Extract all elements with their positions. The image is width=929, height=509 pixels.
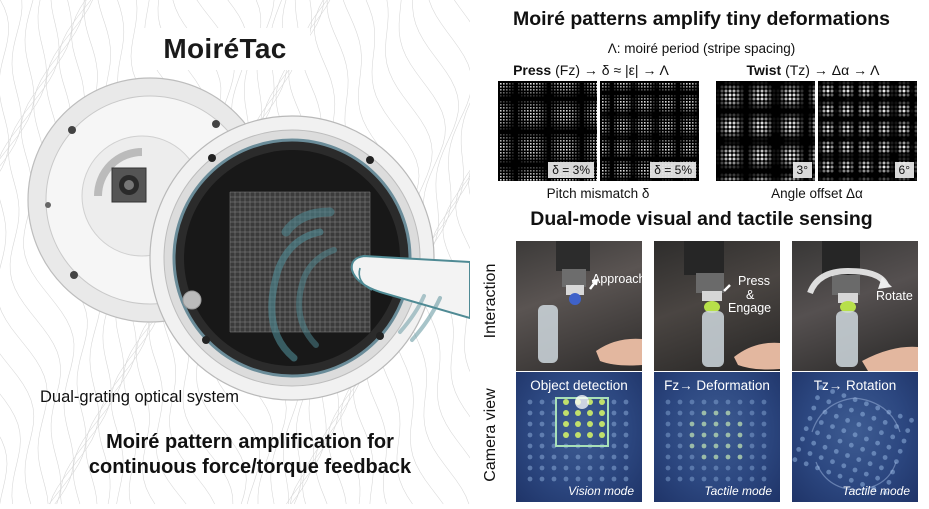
twist-heading-rest: (Tz) → Δα → Λ xyxy=(781,62,880,78)
vision-camera-image xyxy=(527,395,629,482)
press-scene xyxy=(684,241,780,370)
rotate-scene xyxy=(807,241,918,371)
camera-view-row-label: Camera view xyxy=(482,388,499,482)
finger-illustration xyxy=(350,254,470,320)
interaction-photo-approach: Approach xyxy=(516,241,642,371)
amplification-caption-line1: Moiré pattern amplification for xyxy=(106,431,394,453)
approach-label: Approach xyxy=(592,272,642,286)
approach-scene xyxy=(538,241,642,366)
camera-view-rotation: Tz→ Rotation Tactile mode xyxy=(792,372,918,502)
moire-label: 6° xyxy=(894,162,914,178)
amplification-caption: Moiré pattern amplification for continuo… xyxy=(40,430,460,480)
press-motion-arrows xyxy=(268,207,442,362)
press-heading-rest: (Fz) → δ ≈ |ε| → Λ xyxy=(551,62,669,78)
rotation-camera-image xyxy=(792,385,914,495)
angle-offset-caption: Angle offset Δα xyxy=(771,186,863,201)
device-panel: MoiréTac Dual-grating optical system Moi… xyxy=(0,0,470,505)
rotate-label: Rotate xyxy=(876,289,913,303)
deformation-camera-image xyxy=(665,399,767,482)
moire-section-title: Moiré patterns amplify tiny deformations xyxy=(512,8,891,30)
engage-label: Engage xyxy=(728,301,772,315)
press-heading-bold: Press xyxy=(513,62,552,78)
twist-heading: Twist (Tz) → Δα → Λ xyxy=(700,62,926,78)
moire-pattern-twist-6 xyxy=(818,81,917,181)
camera-mode: Tactile mode xyxy=(842,484,910,498)
camera-view-deformation: Fz→ Deformation Tactile mode xyxy=(654,372,780,502)
twist-heading-bold: Twist xyxy=(746,62,782,78)
moire-period-note: Λ: moiré period (stripe spacing) xyxy=(607,41,796,56)
front-housing xyxy=(149,115,435,401)
moire-label: 3° xyxy=(792,162,812,178)
moire-image-press-5: δ = 5% xyxy=(600,81,699,181)
moire-label: δ = 5% xyxy=(650,162,696,178)
sensor-device-illustration xyxy=(27,77,470,401)
interaction-photo-press: Press & Engage xyxy=(654,241,780,371)
moire-pattern-press-3 xyxy=(500,83,597,181)
moire-label: δ = 3% xyxy=(548,162,594,178)
camera-mode: Vision mode xyxy=(568,484,634,498)
press-ampersand-label: & xyxy=(746,288,755,302)
optical-system-caption: Dual-grating optical system xyxy=(40,388,239,406)
interaction-row-label: Interaction xyxy=(482,263,499,339)
camera-title: Fz→ Deformation xyxy=(664,378,770,393)
sensing-section-title: Dual-mode visual and tactile sensing xyxy=(530,208,873,230)
logo-box: MoiréTac xyxy=(140,28,310,70)
moire-image-twist-3: 3° xyxy=(716,81,815,181)
logo: MoiréTac xyxy=(163,33,287,64)
press-heading: Press (Fz) → δ ≈ |ε| → Λ xyxy=(478,62,704,78)
interaction-photo-rotate: Rotate xyxy=(792,241,918,371)
press-label: Press xyxy=(738,274,770,288)
moire-pattern-press-5 xyxy=(602,83,699,181)
moire-image-press-3: δ = 3% xyxy=(498,81,597,181)
moire-image-twist-6: 6° xyxy=(818,81,917,181)
camera-mode: Tactile mode xyxy=(704,484,772,498)
camera-title: Object detection xyxy=(530,378,628,393)
pitch-mismatch-caption: Pitch mismatch δ xyxy=(546,186,650,201)
amplification-caption-line2: continuous force/torque feedback xyxy=(88,456,412,478)
camera-title: Tz→ Rotation xyxy=(813,378,897,393)
camera-view-vision: Object detection Vision mode xyxy=(516,372,642,502)
